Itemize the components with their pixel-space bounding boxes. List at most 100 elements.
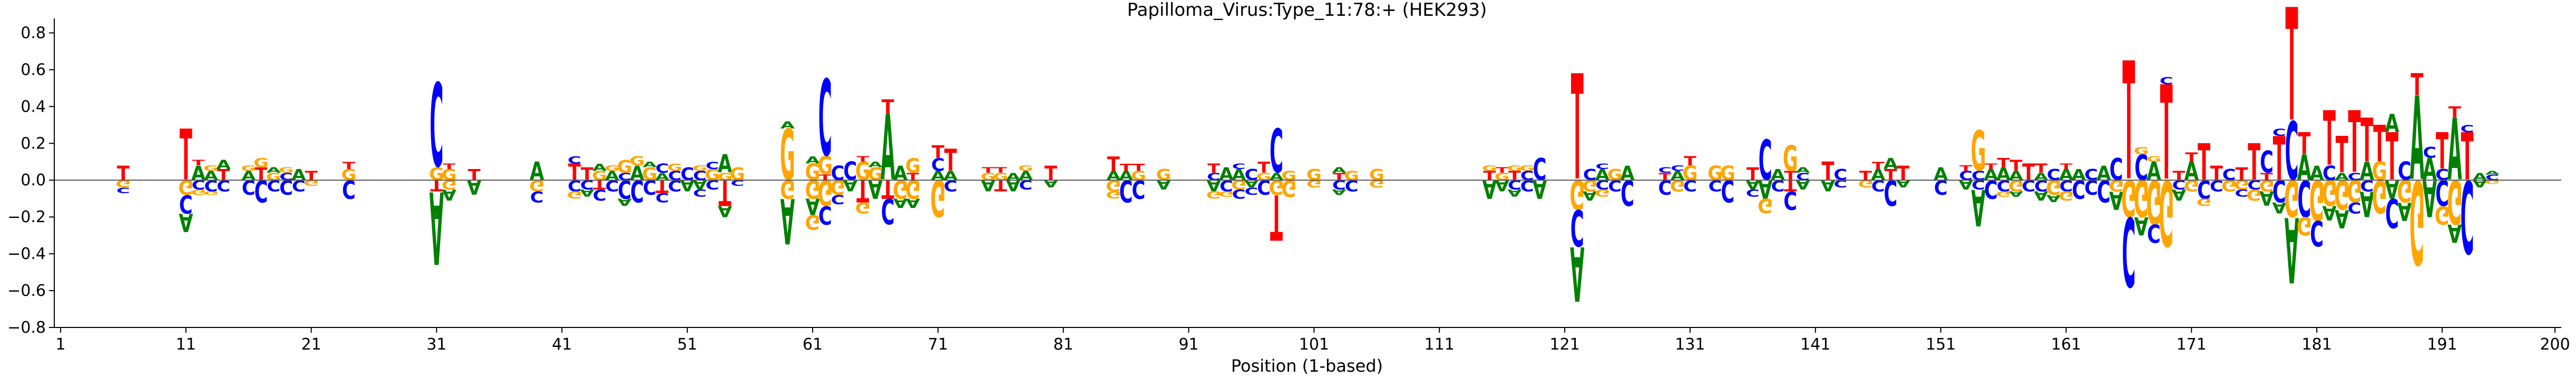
svg-text:C: C — [279, 171, 293, 183]
logo-letter-c: C — [1959, 169, 1973, 184]
svg-text:C: C — [1671, 164, 1684, 173]
svg-text:T: T — [2185, 151, 2198, 165]
logo-letter-t: T — [1784, 169, 1797, 184]
logo-letter-a: A — [2034, 171, 2048, 183]
svg-text:G: G — [2197, 196, 2212, 208]
logo-letter-a: A — [780, 184, 795, 257]
svg-text:C: C — [2097, 173, 2111, 208]
logo-letter-t: T — [656, 176, 669, 196]
svg-text:G: G — [1971, 120, 1986, 184]
logo-letter-t: T — [1333, 171, 1346, 183]
logo-letter-t: T — [1496, 166, 1509, 174]
logo-letter-c: C — [2297, 169, 2311, 227]
logo-letter-c: C — [1972, 169, 1985, 184]
logo-letter-a: A — [442, 186, 457, 204]
svg-text:C: C — [2084, 166, 2098, 184]
svg-text:C: C — [831, 162, 845, 185]
svg-text:G: G — [630, 154, 645, 169]
svg-text:G: G — [2347, 173, 2362, 208]
svg-text:A: A — [680, 176, 695, 194]
svg-text:T: T — [2060, 162, 2073, 171]
svg-text:A: A — [2059, 166, 2074, 184]
svg-text:C: C — [2348, 198, 2362, 216]
svg-text:G: G — [1758, 194, 1773, 217]
svg-text:A: A — [718, 202, 733, 220]
svg-text:A: A — [2360, 156, 2375, 186]
logo-letter-t: T — [1822, 156, 1835, 186]
svg-text:G: G — [1495, 171, 1510, 183]
logo-letter-c: C — [1871, 176, 1885, 194]
x-tick-label: 161 — [2051, 335, 2081, 354]
logo-letter-c: C — [2034, 176, 2048, 194]
logo-letter-g: G — [203, 190, 219, 196]
svg-text:G: G — [1670, 176, 1685, 194]
svg-text:G: G — [2297, 211, 2312, 241]
svg-text:A: A — [780, 184, 795, 257]
logo-letter-g: G — [780, 115, 795, 196]
logo-letter-c: C — [1119, 173, 1133, 208]
logo-letter-c: C — [2272, 173, 2286, 208]
svg-text:A: A — [2096, 162, 2111, 185]
svg-text:C: C — [1245, 185, 1258, 197]
x-tick-label: 141 — [1800, 335, 1830, 354]
logo-letter-a: A — [2335, 204, 2349, 233]
logo-letter-a: A — [1595, 166, 1610, 184]
svg-text:A: A — [2134, 211, 2149, 241]
logo-letter-a: A — [2423, 153, 2437, 187]
svg-text:C: C — [1508, 177, 1521, 192]
logo-letter-t: T — [882, 174, 895, 204]
logo-letter-g: G — [617, 157, 632, 177]
logo-letter-a: A — [467, 175, 482, 198]
svg-text:A: A — [1019, 169, 1033, 184]
svg-text:C: C — [2210, 176, 2223, 194]
svg-text:A: A — [1043, 178, 1058, 190]
logo-letter-c: C — [2022, 176, 2035, 194]
svg-text:A: A — [2297, 147, 2311, 188]
svg-text:T: T — [932, 142, 945, 163]
logo-letter-g: G — [1281, 175, 1296, 201]
svg-text:C: C — [1959, 169, 1973, 184]
logo-letter-c: C — [2310, 213, 2324, 253]
svg-text:C: C — [1871, 176, 1885, 194]
svg-text:C: C — [430, 59, 443, 193]
logo-letter-a: A — [868, 161, 883, 169]
logo-letter-t: T — [856, 155, 870, 163]
y-tick-label: 0.0 — [21, 171, 46, 190]
svg-text:G: G — [1306, 178, 1322, 190]
svg-text:G: G — [529, 176, 544, 194]
svg-text:G: G — [1106, 176, 1121, 194]
logo-letter-c: C — [1746, 187, 1760, 198]
logo-letter-t: T — [2348, 94, 2361, 192]
logo-letter-a: A — [2072, 166, 2086, 184]
svg-text:T: T — [305, 169, 318, 184]
svg-text:A: A — [1219, 164, 1234, 185]
logo-letter-a: A — [2272, 198, 2287, 216]
logo-letter-g: G — [642, 164, 657, 185]
logo-letter-t: T — [2411, 68, 2423, 103]
svg-text:C: C — [2360, 176, 2374, 194]
svg-text:C: C — [605, 176, 619, 194]
logo-letter-a: A — [2385, 109, 2399, 138]
logo-letter-c: C — [2360, 176, 2374, 194]
svg-text:A: A — [618, 196, 632, 208]
svg-text:G: G — [905, 174, 921, 204]
logo-letter-g: G — [805, 211, 821, 234]
logo-letter-g: G — [717, 171, 733, 183]
logo-letter-t: T — [1884, 166, 1897, 184]
svg-text:A: A — [2360, 183, 2374, 224]
logo-letter-c: C — [618, 174, 631, 204]
logo-letter-c: C — [2084, 166, 2098, 184]
y-axis: −0.8 −0.6 −0.4 −0.2 0.0 0.2 0.4 0.6 0.8 — [7, 18, 55, 337]
logo-letter-t: T — [2173, 169, 2186, 184]
svg-text:T: T — [994, 176, 1007, 194]
x-tick-label: 91 — [1178, 335, 1198, 354]
svg-text:C: C — [2423, 144, 2436, 162]
logo-letter-g: G — [341, 166, 356, 184]
svg-text:C: C — [1232, 186, 1246, 201]
logo-letter-a: A — [1971, 178, 1985, 236]
logo-letter-t: T — [2360, 106, 2373, 175]
svg-text:G: G — [2234, 177, 2249, 192]
logo-letter-a: A — [2447, 218, 2462, 248]
svg-text:A: A — [805, 193, 820, 219]
logo-letter-a: A — [943, 169, 958, 184]
